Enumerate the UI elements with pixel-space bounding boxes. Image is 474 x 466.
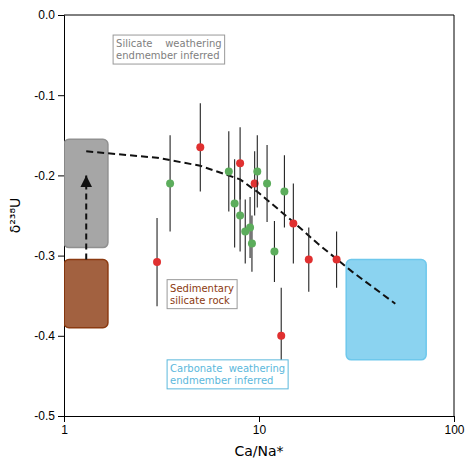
tick-label: -0.5 (34, 409, 55, 423)
tick: -0.3 (34, 249, 64, 263)
region (64, 139, 108, 247)
tick-label: -0.3 (34, 249, 55, 263)
annotation-box (167, 280, 237, 309)
arrow (85, 175, 87, 259)
point (305, 256, 313, 264)
tick-label: 100 (444, 423, 464, 437)
tick-label: -0.4 (34, 329, 55, 343)
tick-mark (454, 416, 455, 422)
point (280, 187, 288, 195)
point (277, 332, 285, 340)
point (166, 179, 174, 187)
frame-line (64, 15, 454, 16)
plot: 1 10 100 0.0 -0.1 -0.2 -0.3 -0.4 -0.5 Silicate we… (34, 8, 465, 436)
annotation-box (167, 360, 288, 389)
region (346, 260, 426, 360)
tick-mark (259, 416, 260, 422)
point (270, 248, 278, 256)
tick: 100 (444, 416, 464, 437)
tick-mark (58, 95, 64, 96)
y-axis: 0.0 -0.1 -0.2 -0.3 -0.4 -0.5 (34, 8, 64, 423)
y-axis-title: δ²³⁸U (7, 198, 23, 234)
annotation: Silicate weatheringendmember inferred (113, 35, 225, 64)
tick: 10 (253, 416, 267, 437)
point (236, 159, 244, 167)
annotation-text: Sedimentarysilicate rock (170, 283, 234, 306)
tick: 0.0 (38, 8, 64, 22)
annotation-box (113, 35, 225, 64)
annotation-text: Silicate weatheringendmember inferred (116, 38, 222, 61)
tick-label: 1 (61, 423, 68, 437)
tick-label: 10 (253, 423, 267, 437)
point (236, 212, 244, 220)
axis-line (58, 16, 65, 417)
region (64, 260, 108, 328)
x-axis-title: Ca/Na* (234, 443, 283, 459)
point (225, 167, 233, 175)
point (196, 143, 204, 151)
series (153, 103, 341, 384)
tick: -0.2 (34, 169, 64, 183)
annotation-text: Carbonate weatheringendmember inferred (170, 363, 285, 386)
point (248, 240, 256, 248)
point (289, 220, 297, 228)
point (246, 224, 254, 232)
tick-mark (58, 175, 64, 176)
tick-label: -0.1 (34, 89, 55, 103)
marks (64, 103, 426, 384)
point (253, 167, 261, 175)
trend-line (86, 151, 395, 303)
tick-label: 0.0 (38, 8, 55, 22)
tick-mark (58, 15, 64, 16)
frame-line (454, 15, 455, 416)
tick: -0.1 (34, 89, 64, 103)
tick-mark (58, 416, 64, 417)
annotations: Silicate weatheringendmember inferred Sed… (113, 35, 288, 389)
tick-label: -0.2 (34, 169, 55, 183)
point (263, 179, 271, 187)
tick-mark (58, 336, 64, 337)
point (153, 258, 161, 266)
chart: 1 10 100 0.0 -0.1 -0.2 -0.3 -0.4 -0.5 Silicate we… (0, 0, 474, 466)
point (231, 199, 239, 207)
tick: -0.4 (34, 329, 64, 343)
tick: 1 (61, 416, 68, 437)
annotation: Sedimentarysilicate rock (167, 280, 237, 309)
series (166, 131, 288, 282)
tick-mark (58, 256, 64, 257)
point (333, 256, 341, 264)
annotation: Carbonate weatheringendmember inferred (167, 360, 288, 389)
tick: -0.5 (34, 409, 64, 423)
x-axis: 1 10 100 (61, 416, 465, 437)
axis-line (65, 417, 455, 423)
